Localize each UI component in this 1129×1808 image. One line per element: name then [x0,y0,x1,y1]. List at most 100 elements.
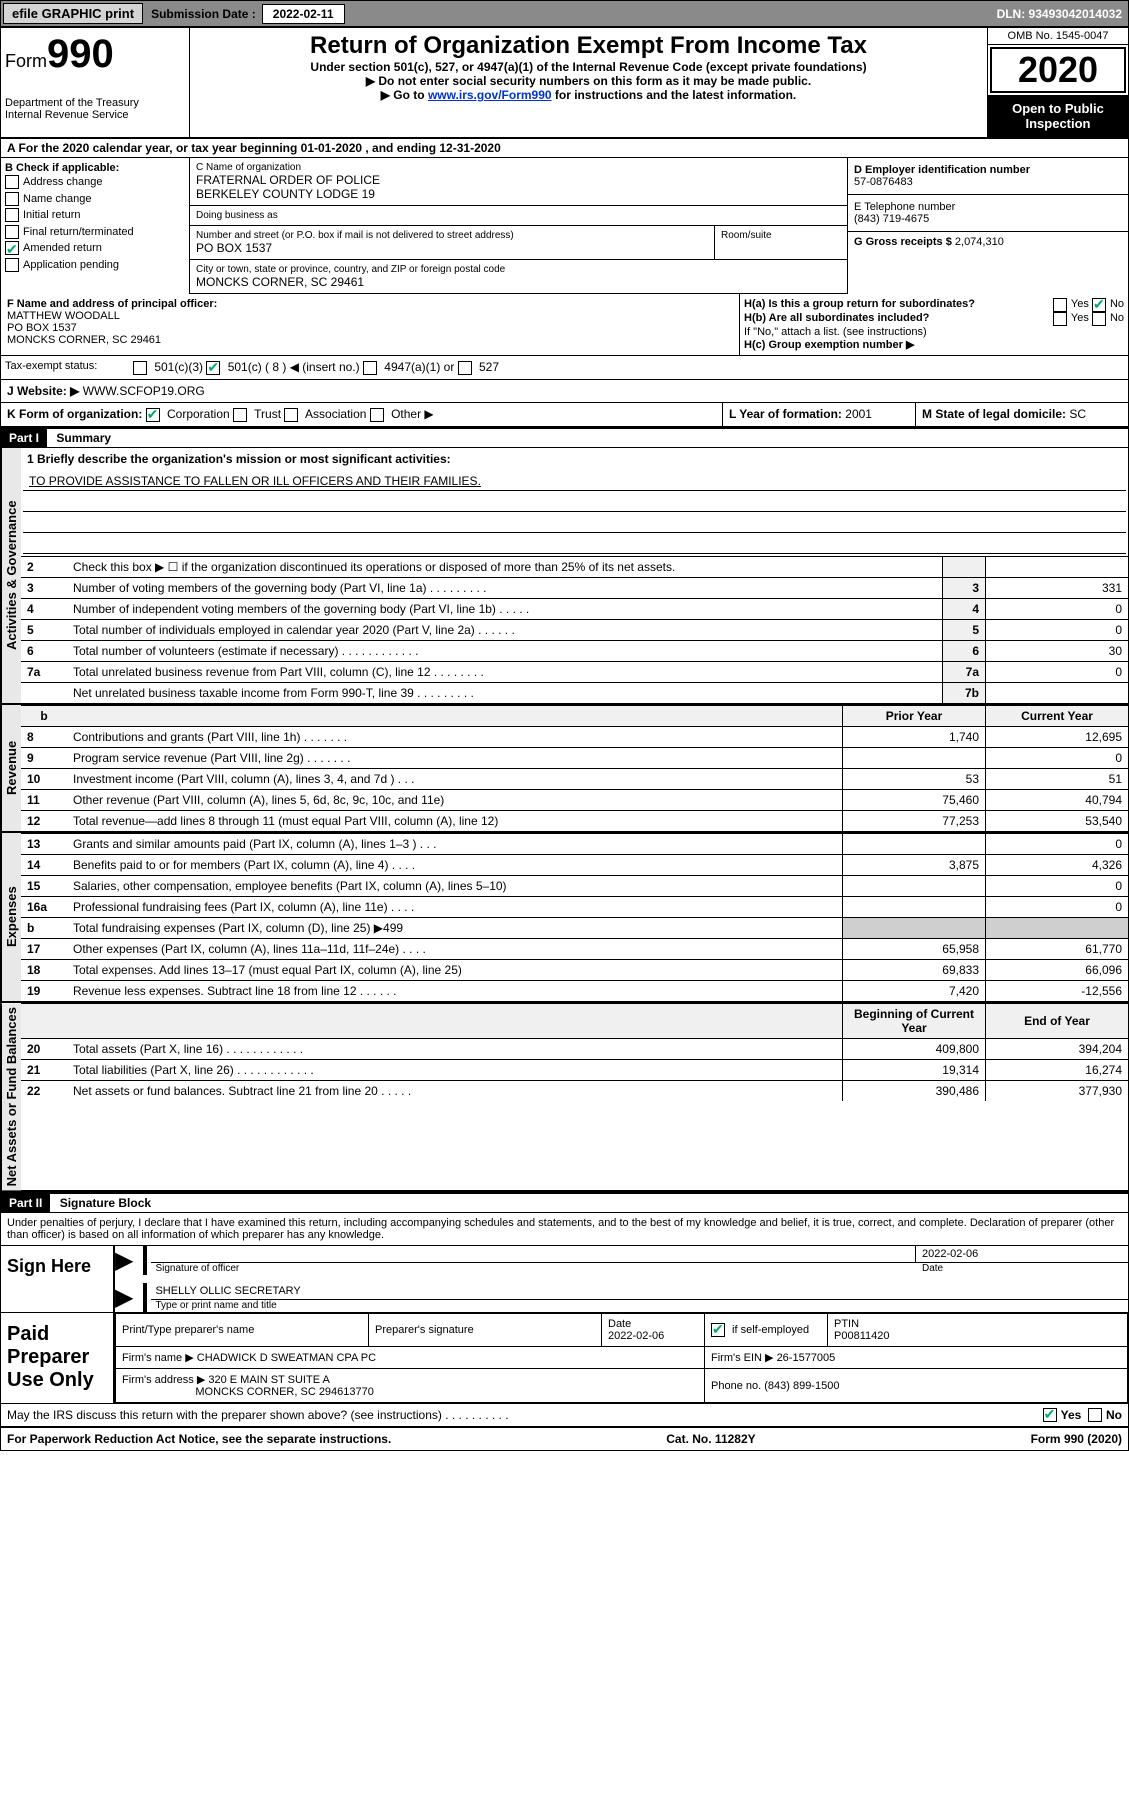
line-text: Other expenses (Part IX, column (A), lin… [67,938,843,959]
tax-exempt-checkbox[interactable] [133,361,147,375]
line-text: Number of voting members of the governin… [67,577,943,598]
checkbox-icon[interactable] [5,258,19,272]
instructions-link[interactable]: www.irs.gov/Form990 [428,88,552,102]
top-bar: efile GRAPHIC print Submission Date : 20… [0,0,1129,27]
entity-row: B Check if applicable: Address changeNam… [1,158,1128,294]
line-number [21,682,67,703]
line-text: Revenue less expenses. Subtract line 18 … [67,980,843,1001]
form-org-checkbox[interactable] [233,408,247,422]
checkbox-icon[interactable] [5,175,19,189]
website-label: J Website: ▶ [7,384,79,398]
officer-name: MATTHEW WOODALL [7,310,733,322]
tax-year: 2020 [990,47,1126,93]
line-number: 22 [21,1080,67,1101]
check-column-b: B Check if applicable: Address changeNam… [1,158,190,294]
tax-exempt-checkbox[interactable] [206,361,220,375]
line-number: 7a [21,661,67,682]
line-number: 20 [21,1038,67,1059]
current-value: -12,556 [986,980,1129,1001]
hb-no-checkbox[interactable] [1092,312,1106,326]
sub3-pre: ▶ Go to [381,88,428,102]
officer-addr2: MONCKS CORNER, SC 29461 [7,334,733,346]
ha-yes-checkbox[interactable] [1053,298,1067,312]
check-b-item[interactable]: Name change [5,191,185,208]
line-number: 13 [21,833,67,854]
form-org-row: K Form of organization: Corporation Trus… [1,403,722,426]
omb-number: OMB No. 1545-0047 [988,28,1128,45]
check-b-item[interactable]: Address change [5,174,185,191]
city-label: City or town, state or province, country… [196,264,841,275]
prior-value: 75,460 [843,789,986,810]
current-value: 394,204 [986,1038,1129,1059]
city-value: MONCKS CORNER, SC 29461 [196,275,841,289]
sign-here-label: Sign Here [1,1246,115,1312]
current-value: 40,794 [986,789,1129,810]
line-text: Total fundraising expenses (Part IX, col… [67,917,843,938]
street-label: Number and street (or P.O. box if mail i… [196,230,708,241]
prior-value [843,747,986,768]
discuss-no: No [1106,1408,1122,1422]
ha-no-checkbox[interactable] [1092,298,1106,312]
checkbox-icon[interactable] [5,225,19,239]
discuss-yes-checkbox[interactable] [1043,1408,1057,1422]
line-value [986,682,1129,703]
form-subtitle-1: Under section 501(c), 527, or 4947(a)(1)… [194,60,983,74]
line-number: 19 [21,980,67,1001]
efile-button[interactable]: efile GRAPHIC print [3,3,143,24]
officer-signature-field[interactable] [151,1246,915,1262]
line-text: Benefits paid to or for members (Part IX… [67,854,843,875]
check-b-item[interactable]: Initial return [5,207,185,224]
discuss-no-checkbox[interactable] [1088,1408,1102,1422]
part2-header: Part II [1,1194,50,1212]
tax-exempt-opt: 527 [476,360,499,374]
phone-value: (843) 719-4675 [854,213,1122,225]
tax-exempt-label: Tax-exempt status: [1,356,129,379]
self-employed-checkbox[interactable] [711,1323,725,1337]
checkbox-icon[interactable] [5,192,19,206]
ein-value: 57-0876483 [854,176,1122,188]
form-container: Form990 Department of the Treasury Inter… [0,27,1129,1451]
arrow-icon-2: ▶ [115,1283,133,1312]
line-text: Total expenses. Add lines 13–17 (must eq… [67,959,843,980]
room-label: Room/suite [721,230,841,241]
revenue-section: Revenue bPrior YearCurrent Year8 Contrib… [1,705,1128,833]
hb-yes-checkbox[interactable] [1053,312,1067,326]
form-subtitle-3: ▶ Go to www.irs.gov/Form990 for instruct… [194,88,983,102]
ptin-value: P00811420 [834,1330,889,1342]
line-box: 4 [943,598,986,619]
firm-ein-label: Firm's EIN ▶ [711,1352,774,1364]
form-org-checkbox[interactable] [370,408,384,422]
form-org-checkbox[interactable] [146,408,160,422]
firm-ein-value: 26-1577005 [777,1352,836,1364]
check-b-item[interactable]: Final return/terminated [5,224,185,241]
line-value: 0 [986,598,1129,619]
checkbox-icon[interactable] [5,241,19,255]
form-subtitle-2: ▶ Do not enter social security numbers o… [194,74,983,88]
checkbox-icon[interactable] [5,208,19,222]
footer-right: Form 990 (2020) [1031,1432,1122,1446]
line-text: Grants and similar amounts paid (Part IX… [67,833,843,854]
form-org-checkbox[interactable] [284,408,298,422]
name-title-label: Type or print name and title [151,1300,1128,1311]
line-number: 2 [21,556,67,577]
officer-name-title: SHELLY OLLIC SECRETARY [151,1283,1128,1300]
prior-value [843,833,986,854]
current-value: 12,695 [986,726,1129,747]
no-label2: No [1110,312,1124,326]
check-b-item[interactable]: Application pending [5,257,185,274]
firm-addr-label: Firm's address ▶ [122,1374,205,1386]
prior-value: 390,486 [843,1080,986,1101]
line-value [986,556,1129,577]
line-number: 4 [21,598,67,619]
dba-label: Doing business as [196,210,841,221]
tax-exempt-checkbox[interactable] [363,361,377,375]
line-number: 8 [21,726,67,747]
netassets-side-label: Net Assets or Fund Balances [1,1003,21,1190]
line-text: Contributions and grants (Part VIII, lin… [67,726,843,747]
check-b-item[interactable]: Amended return [5,240,185,257]
tax-exempt-opt: 501(c)(3) [151,360,206,374]
tax-exempt-checkbox[interactable] [458,361,472,375]
prior-value: 409,800 [843,1038,986,1059]
current-value: 377,930 [986,1080,1129,1101]
current-value: 0 [986,833,1129,854]
